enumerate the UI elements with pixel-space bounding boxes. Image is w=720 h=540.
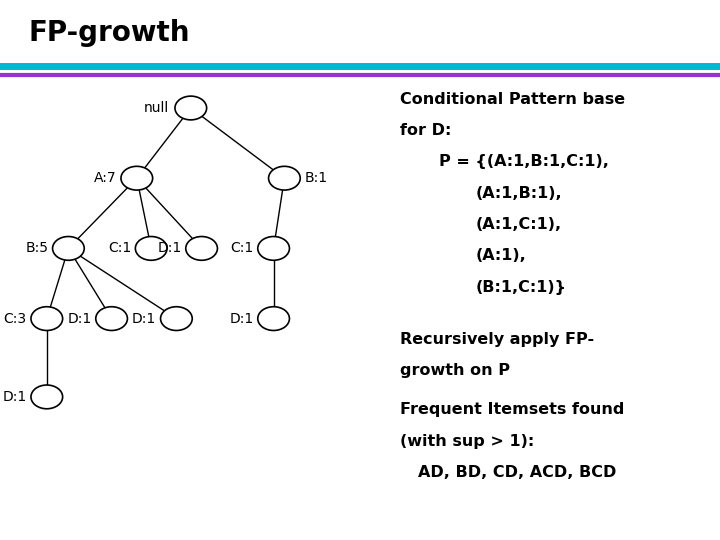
Text: D:1: D:1 <box>132 312 156 326</box>
Circle shape <box>161 307 192 330</box>
Text: D:1: D:1 <box>67 312 91 326</box>
Circle shape <box>175 96 207 120</box>
Text: (A:1,C:1),: (A:1,C:1), <box>475 217 562 232</box>
Text: C:3: C:3 <box>4 312 27 326</box>
Circle shape <box>31 307 63 330</box>
Text: null: null <box>144 101 169 115</box>
Text: Conditional Pattern base: Conditional Pattern base <box>400 92 625 107</box>
Circle shape <box>258 237 289 260</box>
Text: (B:1,C:1)}: (B:1,C:1)} <box>475 280 566 295</box>
Circle shape <box>135 237 167 260</box>
Circle shape <box>269 166 300 190</box>
Text: D:1: D:1 <box>229 312 253 326</box>
Text: AD, BD, CD, ACD, BCD: AD, BD, CD, ACD, BCD <box>418 465 616 480</box>
Circle shape <box>121 166 153 190</box>
Text: C:1: C:1 <box>108 241 131 255</box>
Text: B:1: B:1 <box>305 171 328 185</box>
Text: (A:1),: (A:1), <box>475 248 526 264</box>
Text: growth on P: growth on P <box>400 363 510 379</box>
Text: D:1: D:1 <box>2 390 27 404</box>
Text: (A:1,B:1),: (A:1,B:1), <box>475 186 562 201</box>
Text: for D:: for D: <box>400 123 451 138</box>
Text: B:5: B:5 <box>25 241 48 255</box>
Text: (with sup > 1):: (with sup > 1): <box>400 434 534 449</box>
Circle shape <box>53 237 84 260</box>
Text: C:1: C:1 <box>230 241 253 255</box>
Text: P = {(A:1,B:1,C:1),: P = {(A:1,B:1,C:1), <box>439 154 609 170</box>
Circle shape <box>31 385 63 409</box>
Text: Frequent Itemsets found: Frequent Itemsets found <box>400 402 624 417</box>
Text: Recursively apply FP-: Recursively apply FP- <box>400 332 594 347</box>
Circle shape <box>96 307 127 330</box>
Text: FP-growth: FP-growth <box>29 19 190 47</box>
Circle shape <box>258 307 289 330</box>
Text: D:1: D:1 <box>157 241 181 255</box>
Circle shape <box>186 237 217 260</box>
Text: A:7: A:7 <box>94 171 117 185</box>
